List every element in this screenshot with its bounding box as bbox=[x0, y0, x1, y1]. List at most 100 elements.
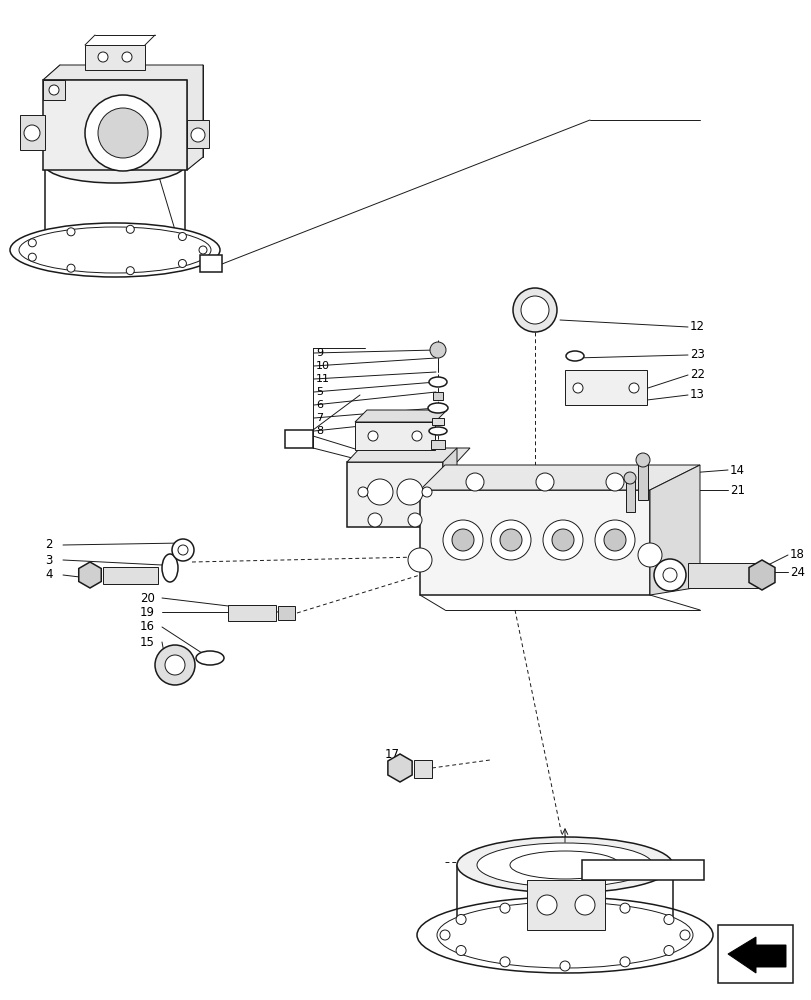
Bar bbox=[717, 925, 792, 983]
Text: 22: 22 bbox=[689, 368, 704, 381]
Circle shape bbox=[456, 945, 466, 955]
Text: 24: 24 bbox=[789, 566, 804, 578]
Ellipse shape bbox=[436, 902, 692, 968]
Bar bbox=[637, 462, 647, 500]
Polygon shape bbox=[419, 465, 699, 490]
Circle shape bbox=[28, 239, 36, 247]
Circle shape bbox=[49, 85, 59, 95]
Text: 7: 7 bbox=[315, 413, 323, 423]
Bar bbox=[187, 120, 208, 148]
Circle shape bbox=[635, 453, 649, 467]
Text: 2: 2 bbox=[45, 538, 53, 552]
Circle shape bbox=[679, 930, 689, 940]
Bar bbox=[354, 422, 435, 450]
Circle shape bbox=[440, 930, 449, 940]
Ellipse shape bbox=[417, 897, 712, 973]
Bar bbox=[564, 370, 646, 405]
Polygon shape bbox=[388, 754, 412, 782]
Text: 3: 3 bbox=[45, 554, 53, 566]
Text: 10: 10 bbox=[315, 361, 329, 371]
Circle shape bbox=[122, 52, 132, 62]
Circle shape bbox=[67, 264, 75, 272]
Text: 15: 15 bbox=[139, 636, 155, 648]
Circle shape bbox=[127, 225, 134, 233]
Text: 17: 17 bbox=[384, 748, 400, 760]
Circle shape bbox=[491, 520, 530, 560]
Circle shape bbox=[358, 487, 367, 497]
Text: 11: 11 bbox=[315, 374, 329, 384]
Circle shape bbox=[367, 431, 378, 441]
Circle shape bbox=[560, 899, 569, 909]
Bar bbox=[687, 563, 759, 588]
Bar bbox=[228, 605, 276, 621]
Circle shape bbox=[663, 568, 676, 582]
Circle shape bbox=[500, 957, 509, 967]
Bar bbox=[277, 606, 294, 620]
Polygon shape bbox=[748, 560, 774, 590]
Text: 16: 16 bbox=[139, 620, 155, 634]
Circle shape bbox=[513, 288, 556, 332]
Circle shape bbox=[430, 342, 445, 358]
Ellipse shape bbox=[428, 377, 446, 387]
Text: 18: 18 bbox=[789, 548, 804, 562]
Bar bbox=[285, 430, 312, 448]
Circle shape bbox=[620, 903, 629, 913]
Bar bbox=[43, 80, 65, 100]
Circle shape bbox=[24, 125, 40, 141]
Polygon shape bbox=[43, 65, 203, 170]
Ellipse shape bbox=[565, 351, 583, 361]
Text: 20: 20 bbox=[139, 591, 155, 604]
Circle shape bbox=[456, 914, 466, 924]
Circle shape bbox=[367, 513, 381, 527]
Circle shape bbox=[397, 479, 423, 505]
Bar bbox=[432, 392, 443, 400]
Circle shape bbox=[573, 383, 582, 393]
Circle shape bbox=[452, 529, 474, 551]
Ellipse shape bbox=[45, 147, 185, 183]
Polygon shape bbox=[354, 410, 446, 422]
Polygon shape bbox=[443, 448, 457, 527]
Text: 19: 19 bbox=[139, 605, 155, 618]
Circle shape bbox=[574, 895, 594, 915]
Circle shape bbox=[623, 472, 635, 484]
Ellipse shape bbox=[10, 223, 220, 277]
Circle shape bbox=[98, 108, 148, 158]
Bar bbox=[419, 490, 649, 595]
Circle shape bbox=[127, 267, 134, 275]
Circle shape bbox=[663, 914, 673, 924]
Circle shape bbox=[407, 513, 422, 527]
Circle shape bbox=[443, 520, 483, 560]
Text: 4: 4 bbox=[45, 568, 53, 582]
Circle shape bbox=[199, 246, 207, 254]
Circle shape bbox=[407, 548, 431, 572]
Circle shape bbox=[178, 545, 188, 555]
Circle shape bbox=[85, 95, 161, 171]
Circle shape bbox=[629, 383, 638, 393]
Ellipse shape bbox=[195, 651, 224, 665]
Bar bbox=[85, 45, 145, 70]
Circle shape bbox=[560, 961, 569, 971]
Circle shape bbox=[637, 543, 661, 567]
Text: 25: 25 bbox=[292, 434, 305, 444]
Circle shape bbox=[663, 945, 673, 955]
Circle shape bbox=[594, 520, 634, 560]
Text: 23: 23 bbox=[689, 349, 704, 361]
Polygon shape bbox=[79, 562, 101, 588]
Bar bbox=[431, 418, 444, 425]
Circle shape bbox=[536, 895, 556, 915]
Circle shape bbox=[411, 431, 422, 441]
Bar bbox=[43, 80, 187, 170]
Text: 14: 14 bbox=[729, 464, 744, 477]
Bar bbox=[103, 567, 158, 584]
Ellipse shape bbox=[457, 837, 672, 893]
Bar bbox=[581, 860, 703, 880]
Circle shape bbox=[422, 487, 431, 497]
Polygon shape bbox=[649, 465, 699, 595]
Text: 6: 6 bbox=[315, 400, 323, 410]
Circle shape bbox=[178, 259, 187, 267]
Circle shape bbox=[653, 559, 685, 591]
Circle shape bbox=[620, 957, 629, 967]
Bar bbox=[200, 255, 221, 272]
Bar bbox=[431, 440, 444, 449]
Text: 13: 13 bbox=[689, 388, 704, 401]
